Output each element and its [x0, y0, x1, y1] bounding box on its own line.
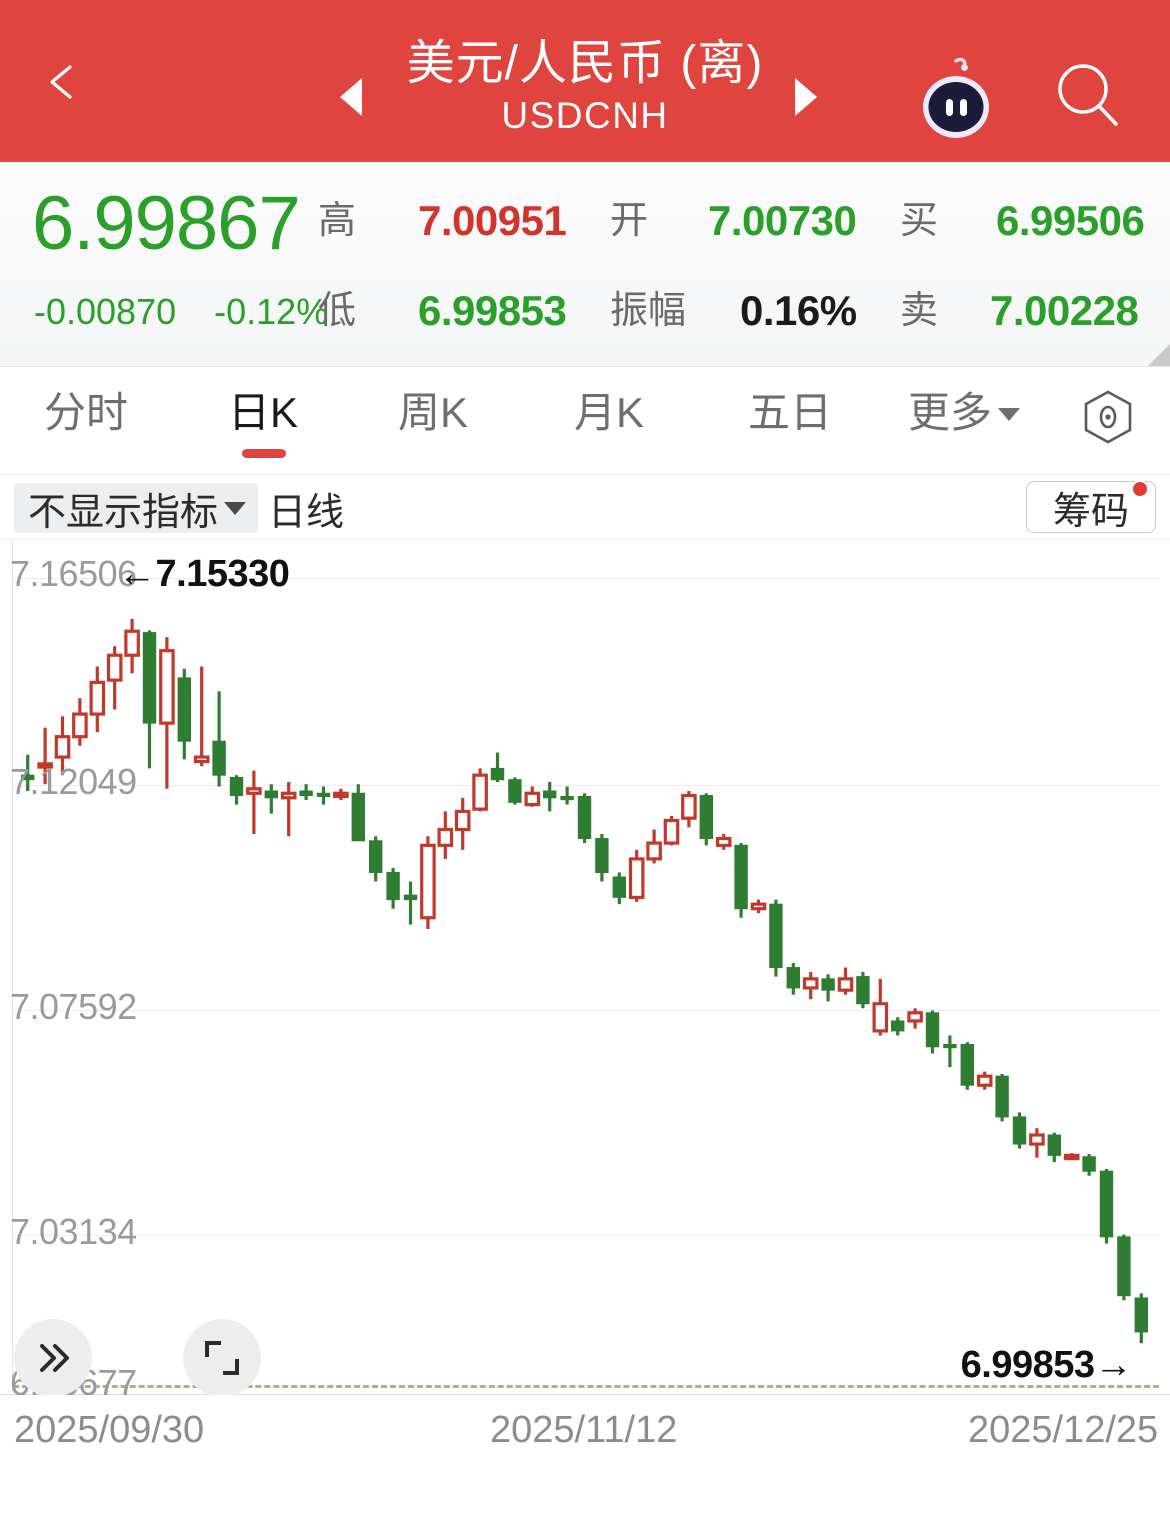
indicator-select-label: 不显示指标	[28, 491, 219, 534]
robot-assistant-icon	[923, 57, 989, 138]
y-tick-2: 7.12049	[10, 761, 137, 802]
y-tick-1: 7.16506	[10, 553, 137, 594]
indicator-select[interactable]: 不显示指标	[14, 483, 259, 534]
candlestick-chart[interactable]: 7.16506 7.12049 7.07592 7.03134 6.98677 …	[0, 539, 1170, 1403]
high-annotation: ←7.15330	[118, 553, 290, 595]
app-header: 美元/人民币 (离) USDCNH	[0, 0, 1170, 162]
chart-period-tabs: 分时 日K 周K 月K 五日 更多	[0, 367, 1170, 475]
value-ask: 7.00228	[990, 287, 1139, 334]
back-button[interactable]	[44, 64, 80, 100]
value-open: 7.00730	[708, 197, 857, 244]
label-high: 高	[318, 200, 357, 242]
period-label: 日线	[268, 491, 345, 534]
chart-x-axis: 2025/09/30 2025/11/12 2025/12/25	[0, 1395, 1170, 1473]
caret-down-icon	[998, 408, 1021, 421]
indicator-toolbar: 不显示指标 日线 筹码	[0, 475, 1170, 539]
x-tick-start: 2025/09/30	[14, 1409, 205, 1451]
gridline-1	[13, 578, 1159, 579]
tab-daily-k[interactable]: 日K	[228, 389, 299, 436]
double-chevron-right-icon	[40, 1344, 69, 1372]
label-bid: 买	[900, 200, 939, 242]
last-price: 6.99867	[32, 181, 301, 266]
tab-intraday[interactable]: 分时	[44, 389, 129, 436]
triangle-right-icon	[795, 78, 817, 116]
label-low: 低	[318, 290, 357, 332]
gridline-4	[13, 1235, 1159, 1236]
chips-button[interactable]: 筹码	[1026, 480, 1156, 533]
label-ask: 卖	[900, 290, 939, 332]
fullscreen-button[interactable]	[183, 1319, 261, 1397]
price-change-row: -0.00870 -0.12%	[34, 292, 356, 332]
panel-expand-corner[interactable]	[1148, 344, 1170, 366]
search-icon	[1058, 64, 1118, 126]
new-badge-dot	[1131, 480, 1149, 498]
tab-monthly-k[interactable]: 月K	[574, 389, 645, 436]
reference-line	[13, 1385, 1159, 1388]
chart-settings-button[interactable]	[1080, 389, 1136, 445]
tab-weekly-k[interactable]: 周K	[398, 389, 469, 436]
fullscreen-corners-icon	[205, 1341, 239, 1375]
chevron-left-icon	[50, 65, 72, 99]
value-amplitude: 0.16%	[740, 287, 857, 334]
tab-more-label: 更多	[908, 389, 993, 436]
y-tick-3: 7.07592	[10, 986, 137, 1027]
x-tick-end: 2025/12/25	[968, 1409, 1159, 1451]
active-tab-indicator	[242, 449, 286, 458]
quote-panel: 6.99867 -0.00870 -0.12% 高 7.00951 低 6.99…	[0, 162, 1170, 367]
chips-button-label: 筹码	[1052, 490, 1129, 533]
triangle-left-icon	[340, 78, 362, 116]
prev-symbol-button[interactable]	[340, 78, 362, 116]
value-bid: 6.99506	[996, 197, 1145, 244]
label-amplitude: 振幅	[610, 290, 687, 332]
last-price-annotation: 6.99853→	[960, 1344, 1133, 1386]
change-absolute: -0.00870	[34, 291, 177, 332]
chart-plot-area[interactable]	[12, 540, 1159, 1396]
ai-assistant-button[interactable]	[917, 55, 995, 141]
y-tick-4: 7.03134	[10, 1211, 137, 1252]
scroll-right-button[interactable]	[14, 1319, 92, 1397]
tab-more[interactable]: 更多	[908, 387, 1021, 439]
next-symbol-button[interactable]	[795, 78, 817, 116]
search-button[interactable]	[1050, 58, 1124, 132]
change-percent: -0.12%	[214, 291, 329, 332]
label-open: 开	[610, 200, 649, 242]
gridline-3	[13, 1010, 1159, 1011]
gridline-2	[13, 785, 1159, 786]
candle-series	[21, 619, 1148, 1344]
target-settings-icon	[1084, 390, 1132, 444]
x-tick-middle: 2025/11/12	[490, 1409, 678, 1451]
value-low: 6.99853	[418, 287, 567, 334]
caret-down-icon	[224, 501, 247, 515]
value-high: 7.00951	[418, 197, 567, 244]
tab-five-day[interactable]: 五日	[748, 389, 833, 436]
